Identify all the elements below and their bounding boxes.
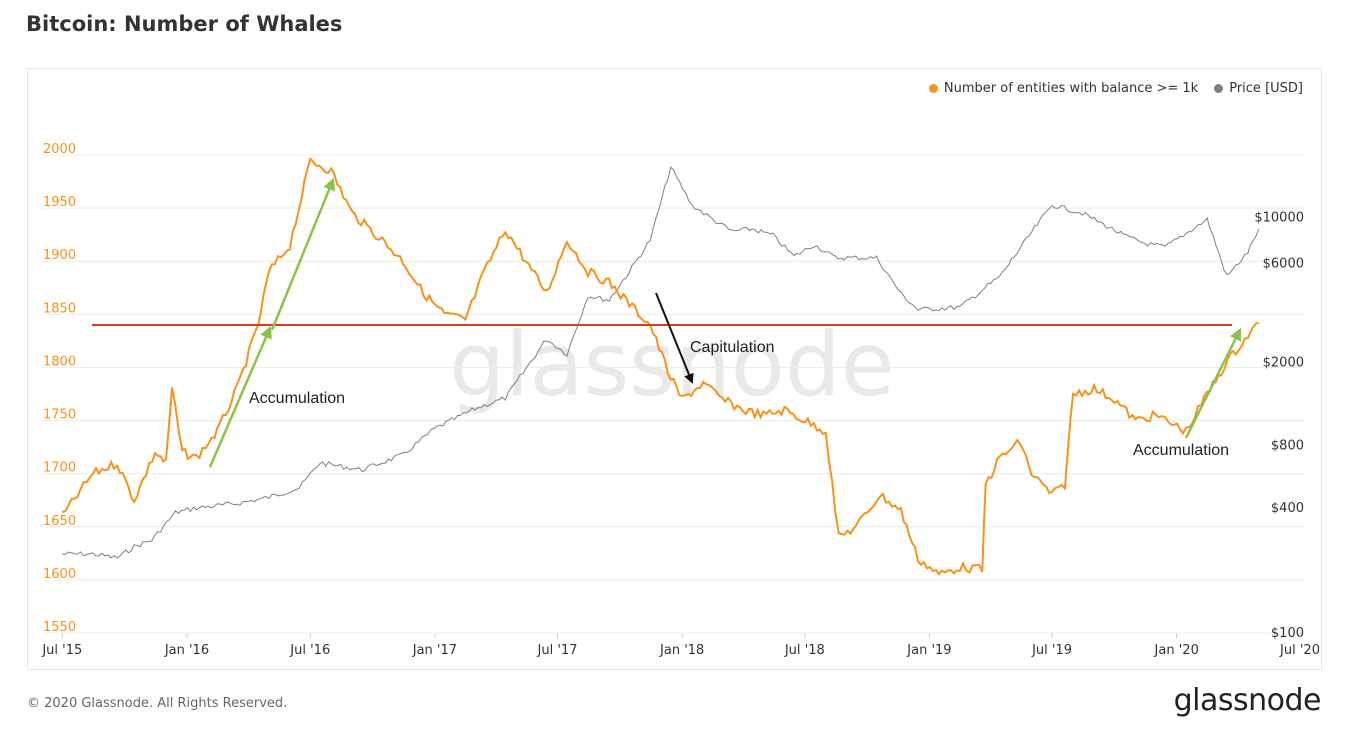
series-line-price xyxy=(62,166,1260,559)
annotation-label: Accumulation xyxy=(249,390,345,407)
y-right-tick-label: $2000 xyxy=(1263,356,1304,371)
x-tick-label: Jan '17 xyxy=(412,643,457,658)
y-left-tick-label: 1850 xyxy=(43,301,76,316)
series-line-whales xyxy=(61,156,1259,576)
y-right-tick-label: $400 xyxy=(1271,501,1304,516)
y-right-tick-label: $800 xyxy=(1271,438,1304,453)
copyright-footer: © 2020 Glassnode. All Rights Reserved. xyxy=(27,696,288,711)
x-tick-label: Jan '20 xyxy=(1154,643,1199,658)
x-tick-label: Jul '17 xyxy=(537,643,578,658)
legend-item-price[interactable]: Price [USD] xyxy=(1214,81,1303,96)
y-left-tick-label: 1600 xyxy=(43,567,76,582)
x-tick-label: Jan '18 xyxy=(659,643,704,658)
annotation-label: Capitulation xyxy=(690,339,775,356)
legend-label-whales: Number of entities with balance >= 1k xyxy=(943,81,1199,96)
chart-svg: glassnode 2000 1950 1900 1850 1800 1750 1700 165… xyxy=(41,142,1320,658)
legend-dot-price xyxy=(1214,84,1224,93)
watermark: glassnode xyxy=(449,313,895,416)
x-tick-label: Jul '19 xyxy=(1031,643,1072,658)
accumulation-arrow-2 xyxy=(1184,327,1242,439)
legend-dot-whales xyxy=(928,84,938,93)
y-left-tick-label: 1650 xyxy=(43,514,76,529)
x-tick-label: Jul '16 xyxy=(289,643,330,658)
x-tick-label: Jan '19 xyxy=(906,643,951,658)
accumulation-arrow-1 xyxy=(208,325,272,468)
y-right-tick-label: $100 xyxy=(1271,626,1304,641)
y-left-tick-label: 1750 xyxy=(43,408,76,423)
y-right-tick-label: $6000 xyxy=(1263,257,1304,272)
y-left-tick-label: 1700 xyxy=(43,461,76,476)
capitulation-arrow xyxy=(655,292,694,384)
brand-logo: glassnode xyxy=(1173,683,1322,718)
legend: Number of entities with balance >= 1k Pr… xyxy=(928,81,1303,96)
accumulation-arrow-1b xyxy=(270,177,336,331)
y-left-tick-label: 1550 xyxy=(43,620,76,635)
y-left-tick-label: 1950 xyxy=(43,195,76,210)
x-tick-label: Jul '18 xyxy=(784,643,825,658)
x-tick-label: Jul '20 xyxy=(1279,643,1320,658)
y-left-tick-label: 1800 xyxy=(43,354,76,369)
y-right-tick-label: $10000 xyxy=(1254,211,1304,226)
annotation-label: Accumulation xyxy=(1133,442,1229,459)
y-left-tick-label: 2000 xyxy=(43,142,76,157)
legend-item-whales[interactable]: Number of entities with balance >= 1k xyxy=(928,81,1199,96)
chart-title: Bitcoin: Number of Whales xyxy=(26,12,343,36)
x-tick-label: Jul '15 xyxy=(41,643,82,658)
y-left-tick-label: 1900 xyxy=(43,248,76,263)
x-tick-label: Jan '16 xyxy=(164,643,209,658)
legend-label-price: Price [USD] xyxy=(1229,81,1303,96)
